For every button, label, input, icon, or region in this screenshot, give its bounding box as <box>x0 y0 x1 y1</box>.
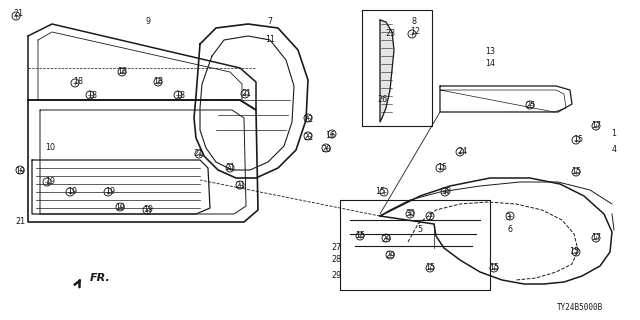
Text: 21: 21 <box>13 10 23 19</box>
Text: FR.: FR. <box>90 273 111 283</box>
Text: TY24B5000B: TY24B5000B <box>557 303 603 313</box>
Text: 14: 14 <box>485 60 495 68</box>
Text: 30: 30 <box>405 210 415 219</box>
Text: 9: 9 <box>145 18 150 27</box>
Text: 15: 15 <box>355 231 365 241</box>
Text: 29: 29 <box>381 236 391 244</box>
Text: 19: 19 <box>15 167 25 177</box>
Text: 11: 11 <box>265 36 275 44</box>
Polygon shape <box>380 20 394 122</box>
Text: 15: 15 <box>571 167 581 177</box>
Text: 28: 28 <box>331 255 341 265</box>
Text: 22: 22 <box>303 133 313 142</box>
Text: 15: 15 <box>573 135 583 145</box>
Text: 22: 22 <box>303 116 313 124</box>
Text: 19: 19 <box>67 188 77 196</box>
Text: 21: 21 <box>225 164 235 172</box>
Text: 18: 18 <box>73 77 83 86</box>
Text: 21: 21 <box>241 90 251 99</box>
Text: 19: 19 <box>45 178 55 187</box>
Text: 26: 26 <box>377 95 387 105</box>
Text: 19: 19 <box>143 205 153 214</box>
Text: 16: 16 <box>325 131 335 140</box>
Text: 21: 21 <box>235 180 245 189</box>
Text: 17: 17 <box>591 122 601 131</box>
Text: 12: 12 <box>410 28 420 36</box>
Text: 18: 18 <box>175 92 185 100</box>
Text: 18: 18 <box>117 68 127 76</box>
Text: 15: 15 <box>437 164 447 172</box>
Text: 1: 1 <box>611 130 616 139</box>
Text: 24: 24 <box>457 148 467 156</box>
Text: 29: 29 <box>331 271 341 281</box>
Text: 18: 18 <box>87 92 97 100</box>
Text: 29: 29 <box>385 252 395 260</box>
Text: 15: 15 <box>489 263 499 273</box>
Text: 17: 17 <box>591 234 601 243</box>
Text: 13: 13 <box>485 47 495 57</box>
Text: 18: 18 <box>153 77 163 86</box>
Text: 25: 25 <box>525 101 535 110</box>
Text: 19: 19 <box>105 188 115 196</box>
Text: 4: 4 <box>611 146 616 155</box>
Text: 15: 15 <box>425 263 435 273</box>
Text: 23: 23 <box>385 29 395 38</box>
Text: 20: 20 <box>321 146 331 155</box>
Text: 21: 21 <box>193 149 203 158</box>
Text: 6: 6 <box>508 226 513 235</box>
Text: 5: 5 <box>417 226 422 235</box>
Text: 8: 8 <box>412 18 417 27</box>
Text: 2: 2 <box>428 213 433 222</box>
Text: 19: 19 <box>115 204 125 212</box>
Text: 10: 10 <box>45 143 55 153</box>
Text: 3: 3 <box>506 213 511 222</box>
Text: 21: 21 <box>15 218 25 227</box>
Text: 27: 27 <box>331 244 341 252</box>
Text: 15: 15 <box>375 188 385 196</box>
Text: 30: 30 <box>441 188 451 196</box>
Text: 7: 7 <box>268 18 273 27</box>
Text: 15: 15 <box>569 247 579 257</box>
